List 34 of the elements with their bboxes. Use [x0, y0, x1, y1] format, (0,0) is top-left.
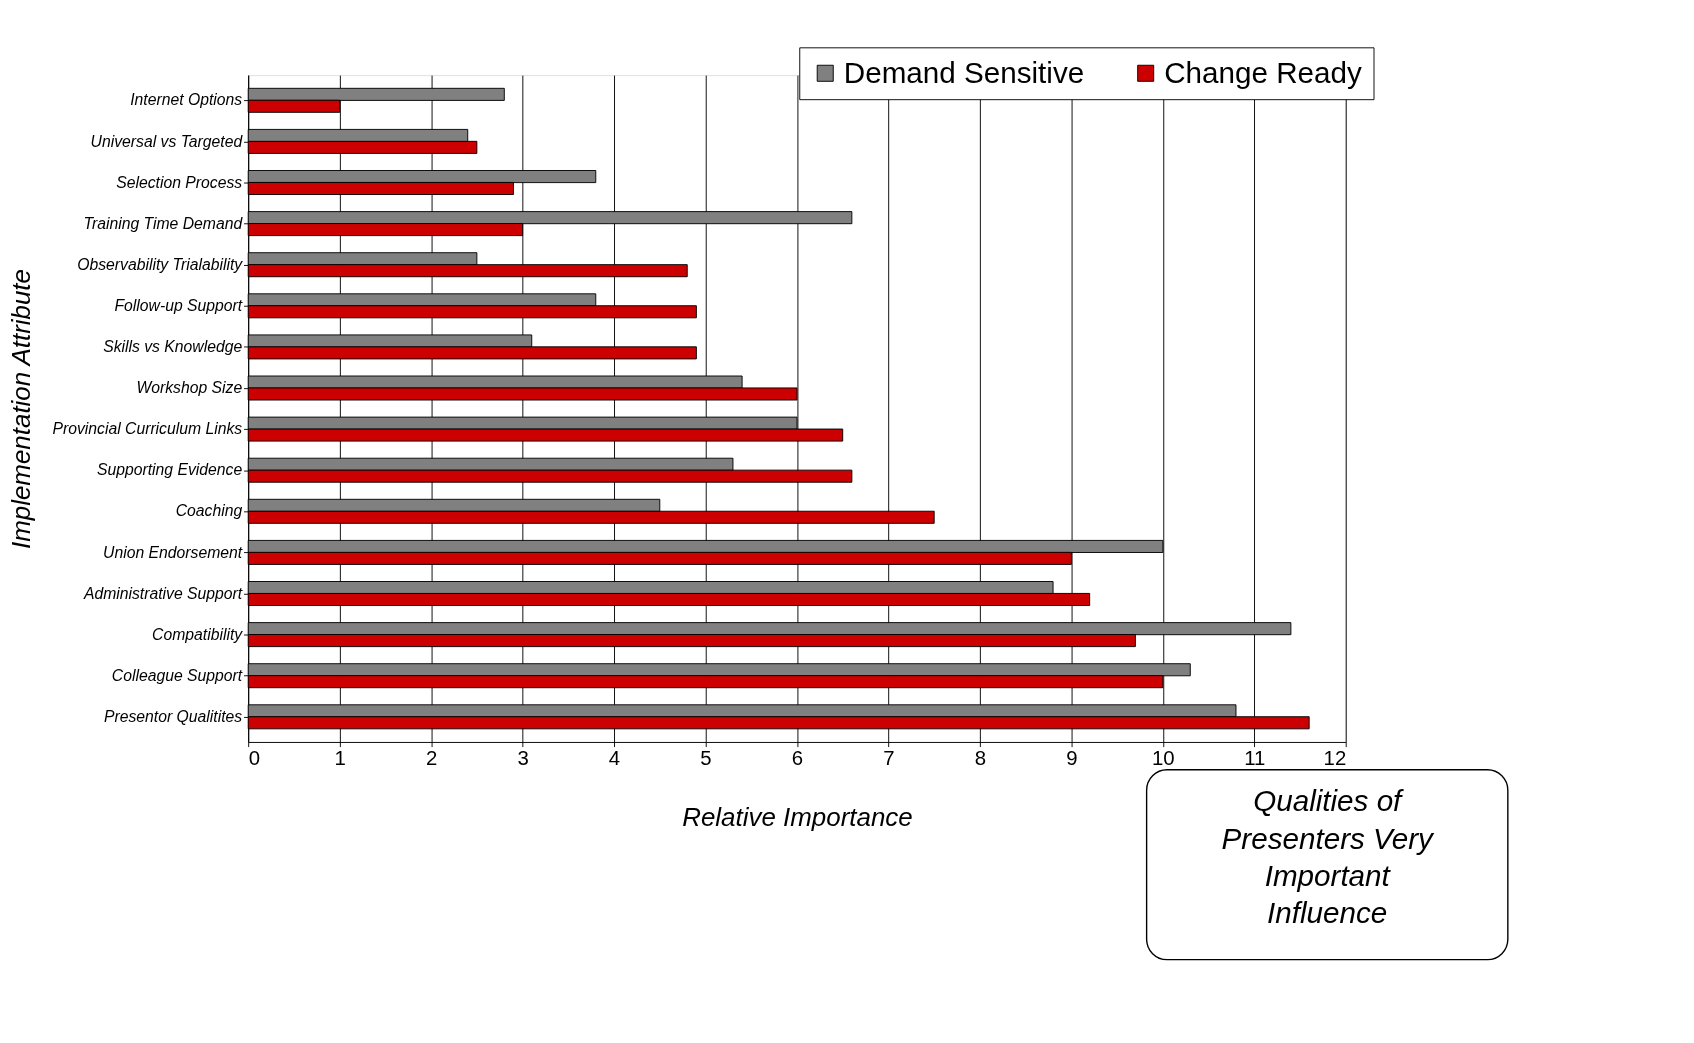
x-tick-label: 7: [883, 746, 895, 769]
y-tick-label: Skills vs Knowledge: [103, 338, 243, 356]
y-tick-label: Compatibility: [152, 625, 244, 643]
y-tick-label: Coaching: [175, 502, 243, 520]
x-tick-label: 8: [974, 746, 987, 769]
y-tick-label: Colleague Support: [111, 666, 243, 684]
y-tick-label: Workshop Size: [136, 379, 243, 397]
x-tick-label: 10: [1151, 746, 1175, 769]
x-tick-label: 12: [1323, 746, 1347, 769]
y-tick-label: Supporting Evidence: [96, 461, 243, 479]
y-tick-label: Internet Options: [130, 91, 243, 109]
x-tick-label: 0: [248, 746, 261, 769]
y-tick-label: Union Endorsement: [103, 543, 243, 561]
x-axis-title: Relative Importance: [682, 802, 913, 831]
legend-label: Demand Sensitive: [843, 55, 1085, 89]
x-tick-label: 1: [334, 746, 346, 769]
y-tick-label: Observability Trialability: [77, 255, 244, 273]
y-tick-label: Selection Process: [116, 173, 243, 191]
x-tick-label: 11: [1244, 746, 1266, 769]
y-tick-label: Administrative Support: [82, 584, 243, 602]
x-tick-label: 3: [517, 746, 529, 769]
y-tick-label: Training Time Demand: [83, 214, 244, 232]
y-tick-label: Presentor Qualitites: [104, 707, 243, 725]
x-tick-label: 6: [791, 746, 804, 769]
x-tick-label: 2: [425, 746, 438, 769]
text: Qualities of Presenters Very Important Influence: [1221, 784, 1436, 929]
y-tick-label: Follow-up Support: [114, 296, 243, 314]
y-axis-title: Implementation Attribute: [7, 269, 36, 550]
x-tick-label: 5: [700, 746, 712, 769]
y-tick-label: Universal vs Targeted: [90, 132, 244, 150]
legend-label: Change Ready: [1164, 55, 1363, 89]
x-tick-label: 4: [608, 746, 621, 769]
x-tick-label: 9: [1066, 746, 1078, 769]
y-tick-label: Provincial Curriculum Links: [52, 420, 243, 438]
